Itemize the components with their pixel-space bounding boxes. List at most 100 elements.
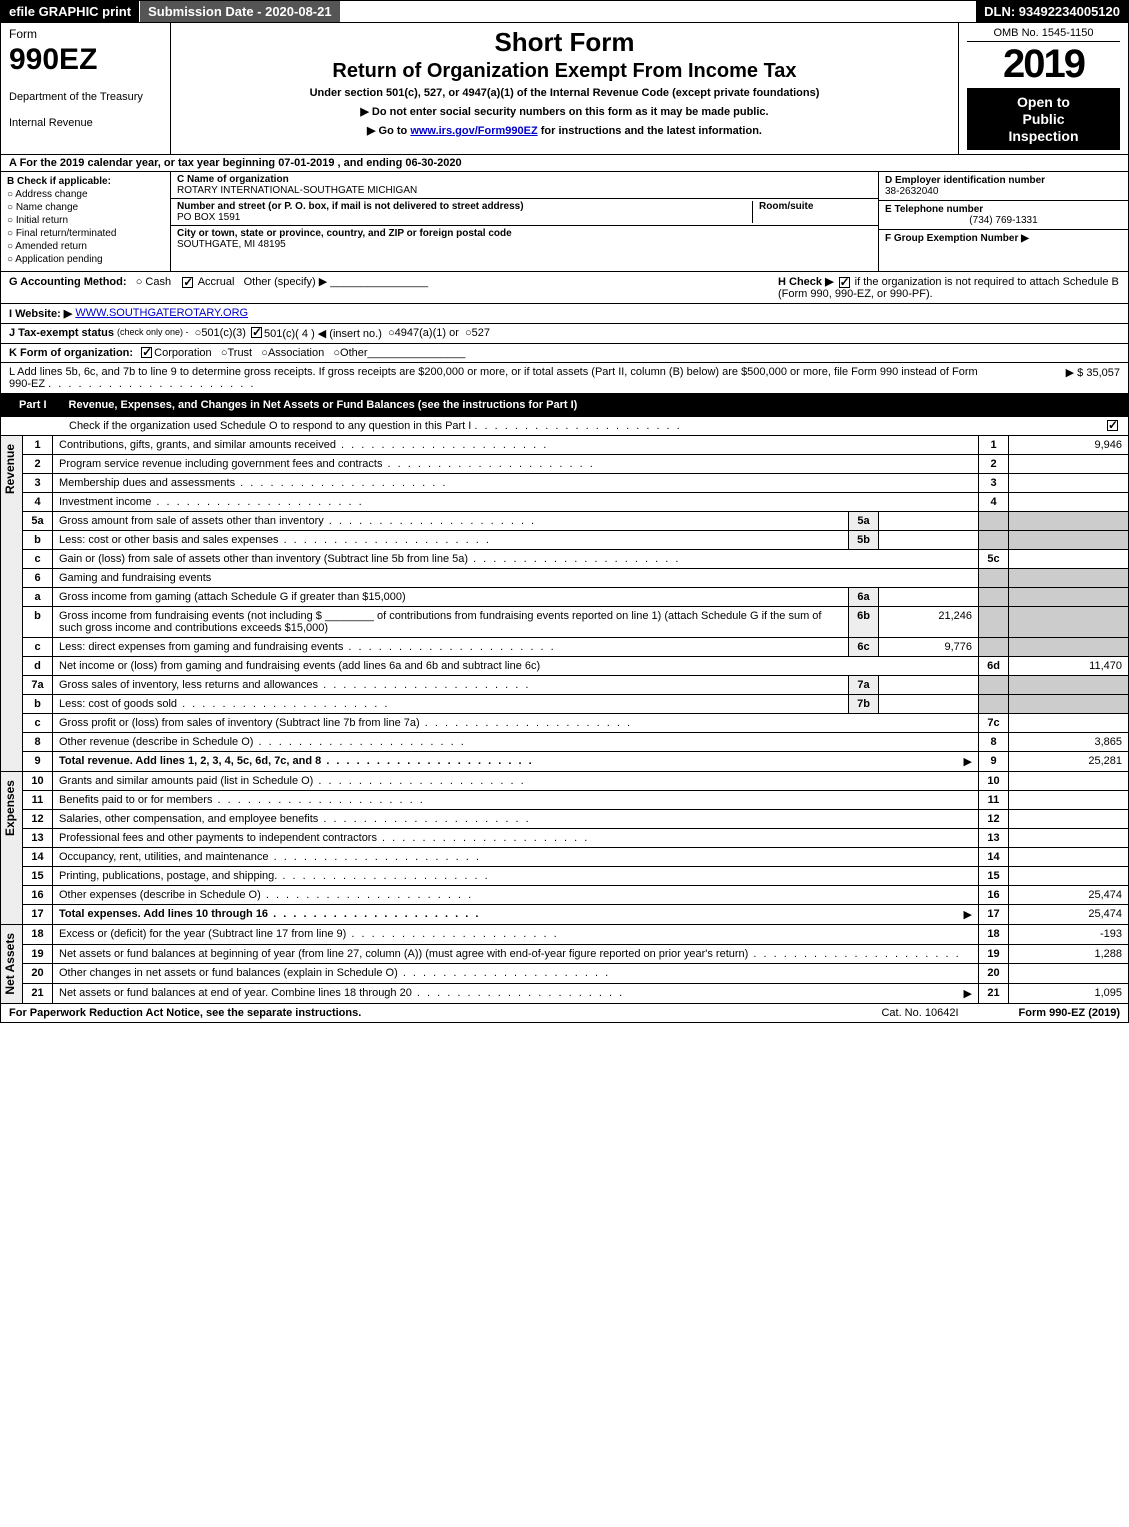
- k-assoc[interactable]: Association: [268, 347, 324, 359]
- line-15-num: 15: [23, 867, 53, 886]
- line-6-shade2: [1009, 569, 1129, 588]
- line-12-desc: Salaries, other compensation, and employ…: [59, 813, 531, 825]
- open-line3: Inspection: [971, 128, 1116, 145]
- line-2-desc: Program service revenue including govern…: [59, 458, 595, 470]
- g-other[interactable]: Other (specify) ▶: [244, 276, 328, 288]
- line-3-col: 3: [979, 474, 1009, 493]
- room-suite: Room/suite: [752, 201, 872, 223]
- chk-initial-return[interactable]: Initial return: [7, 215, 164, 226]
- line-6a-shade2: [1009, 588, 1129, 607]
- chk-final-return[interactable]: Final return/terminated: [7, 228, 164, 239]
- line-19: 19 Net assets or fund balances at beginn…: [23, 944, 1129, 963]
- city-label: City or town, state or province, country…: [177, 228, 512, 239]
- chk-corporation[interactable]: [141, 347, 152, 358]
- row-l: L Add lines 5b, 6c, and 7b to line 9 to …: [0, 363, 1129, 394]
- j-4947[interactable]: 4947(a)(1) or: [395, 327, 459, 340]
- g-cash[interactable]: Cash: [145, 276, 171, 288]
- line-7a-sc: 7a: [849, 676, 879, 695]
- goto-link[interactable]: www.irs.gov/Form990EZ: [410, 125, 537, 137]
- line-20: 20 Other changes in net assets or fund b…: [23, 964, 1129, 983]
- arrow-no-ssn: ▶ Do not enter social security numbers o…: [179, 105, 950, 118]
- under-section: Under section 501(c), 527, or 4947(a)(1)…: [179, 87, 950, 99]
- line-6b-shade2: [1009, 607, 1129, 638]
- line-5b-num: b: [23, 531, 53, 550]
- line-7c-desc: Gross profit or (loss) from sales of inv…: [59, 717, 632, 729]
- chk-501c[interactable]: [251, 327, 262, 338]
- line-6b-desc: Gross income from fundraising events (no…: [53, 607, 849, 638]
- line-6c-sa: 9,776: [879, 638, 979, 657]
- chk-accrual[interactable]: [182, 277, 193, 288]
- line-7b-desc: Less: cost of goods sold: [59, 698, 389, 710]
- expenses-side-label: Expenses: [0, 772, 22, 925]
- line-18-num: 18: [23, 925, 53, 944]
- line-5b-shade1: [979, 531, 1009, 550]
- line-4-num: 4: [23, 493, 53, 512]
- revenue-table: 1 Contributions, gifts, grants, and simi…: [22, 436, 1129, 772]
- chk-schedule-b[interactable]: [839, 277, 850, 288]
- line-6d-amt: 11,470: [1009, 657, 1129, 676]
- line-8-col: 8: [979, 733, 1009, 752]
- line-7c: c Gross profit or (loss) from sales of i…: [23, 714, 1129, 733]
- line-9-col: 9: [979, 752, 1009, 772]
- line-15-col: 15: [979, 867, 1009, 886]
- line-9-amt: 25,281: [1009, 752, 1129, 772]
- line-5b-shade2: [1009, 531, 1129, 550]
- arrow-goto: ▶ Go to www.irs.gov/Form990EZ for instru…: [179, 124, 950, 137]
- line-21: 21 Net assets or fund balances at end of…: [23, 983, 1129, 1003]
- street-row: Number and street (or P. O. box, if mail…: [171, 199, 878, 226]
- line-6c-desc: Less: direct expenses from gaming and fu…: [59, 641, 556, 653]
- expenses-side-text: Expenses: [1, 772, 19, 844]
- submission-date: Submission Date - 2020-08-21: [139, 1, 340, 22]
- line-17-arrow: ▶: [964, 908, 972, 921]
- j-501c3[interactable]: 501(c)(3): [201, 327, 246, 340]
- page-footer: For Paperwork Reduction Act Notice, see …: [0, 1004, 1129, 1023]
- k-other[interactable]: Other: [340, 347, 368, 359]
- chk-application-pending[interactable]: Application pending: [7, 254, 164, 265]
- line-6c-num: c: [23, 638, 53, 657]
- paperwork-notice: For Paperwork Reduction Act Notice, see …: [9, 1007, 361, 1019]
- line-2-num: 2: [23, 455, 53, 474]
- line-2-amt: [1009, 455, 1129, 474]
- chk-name-change[interactable]: Name change: [7, 202, 164, 213]
- chk-address-change[interactable]: Address change: [7, 189, 164, 200]
- efile-label[interactable]: efile GRAPHIC print: [1, 1, 139, 22]
- line-21-arrow: ▶: [964, 987, 972, 1000]
- line-5c-desc: Gain or (loss) from sale of assets other…: [59, 553, 680, 565]
- k-trust[interactable]: Trust: [227, 347, 252, 359]
- form-label: Form: [9, 27, 162, 41]
- chk-schedule-o[interactable]: [1107, 420, 1118, 431]
- line-6a-num: a: [23, 588, 53, 607]
- line-9: 9 Total revenue. Add lines 1, 2, 3, 4, 5…: [23, 752, 1129, 772]
- line-5c-num: c: [23, 550, 53, 569]
- line-14: 14 Occupancy, rent, utilities, and maint…: [23, 848, 1129, 867]
- line-4-col: 4: [979, 493, 1009, 512]
- line-2: 2 Program service revenue including gove…: [23, 455, 1129, 474]
- line-13-num: 13: [23, 829, 53, 848]
- line-5b-desc: Less: cost or other basis and sales expe…: [59, 534, 491, 546]
- j-527[interactable]: 527: [472, 327, 490, 340]
- line-10-col: 10: [979, 772, 1009, 791]
- line-6d: d Net income or (loss) from gaming and f…: [23, 657, 1129, 676]
- line-13-desc: Professional fees and other payments to …: [59, 832, 589, 844]
- line-5c: c Gain or (loss) from sale of assets oth…: [23, 550, 1129, 569]
- line-20-desc: Other changes in net assets or fund bala…: [59, 967, 610, 979]
- line-15-amt: [1009, 867, 1129, 886]
- website-link[interactable]: WWW.SOUTHGATEROTARY.ORG: [75, 307, 248, 320]
- return-title: Return of Organization Exempt From Incom…: [179, 60, 950, 83]
- line-16: 16 Other expenses (describe in Schedule …: [23, 886, 1129, 905]
- part1-check-text: Check if the organization used Schedule …: [69, 420, 471, 432]
- form-number: 990EZ: [9, 43, 162, 77]
- part1-check-row: Check if the organization used Schedule …: [0, 417, 1129, 436]
- line-17: 17 Total expenses. Add lines 10 through …: [23, 905, 1129, 925]
- line-5b-sc: 5b: [849, 531, 879, 550]
- line-16-col: 16: [979, 886, 1009, 905]
- line-4-desc: Investment income: [59, 496, 364, 508]
- form-page-number: Form 990-EZ (2019): [1019, 1007, 1120, 1019]
- line-6a: a Gross income from gaming (attach Sched…: [23, 588, 1129, 607]
- dept-irs: Internal Revenue: [9, 117, 162, 129]
- form-header: Form 990EZ Department of the Treasury In…: [0, 23, 1129, 155]
- line-12-col: 12: [979, 810, 1009, 829]
- chk-amended-return[interactable]: Amended return: [7, 241, 164, 252]
- accounting-method: G Accounting Method: ○ Cash Accrual Othe…: [9, 275, 770, 300]
- omb-number: OMB No. 1545-1150: [967, 27, 1120, 42]
